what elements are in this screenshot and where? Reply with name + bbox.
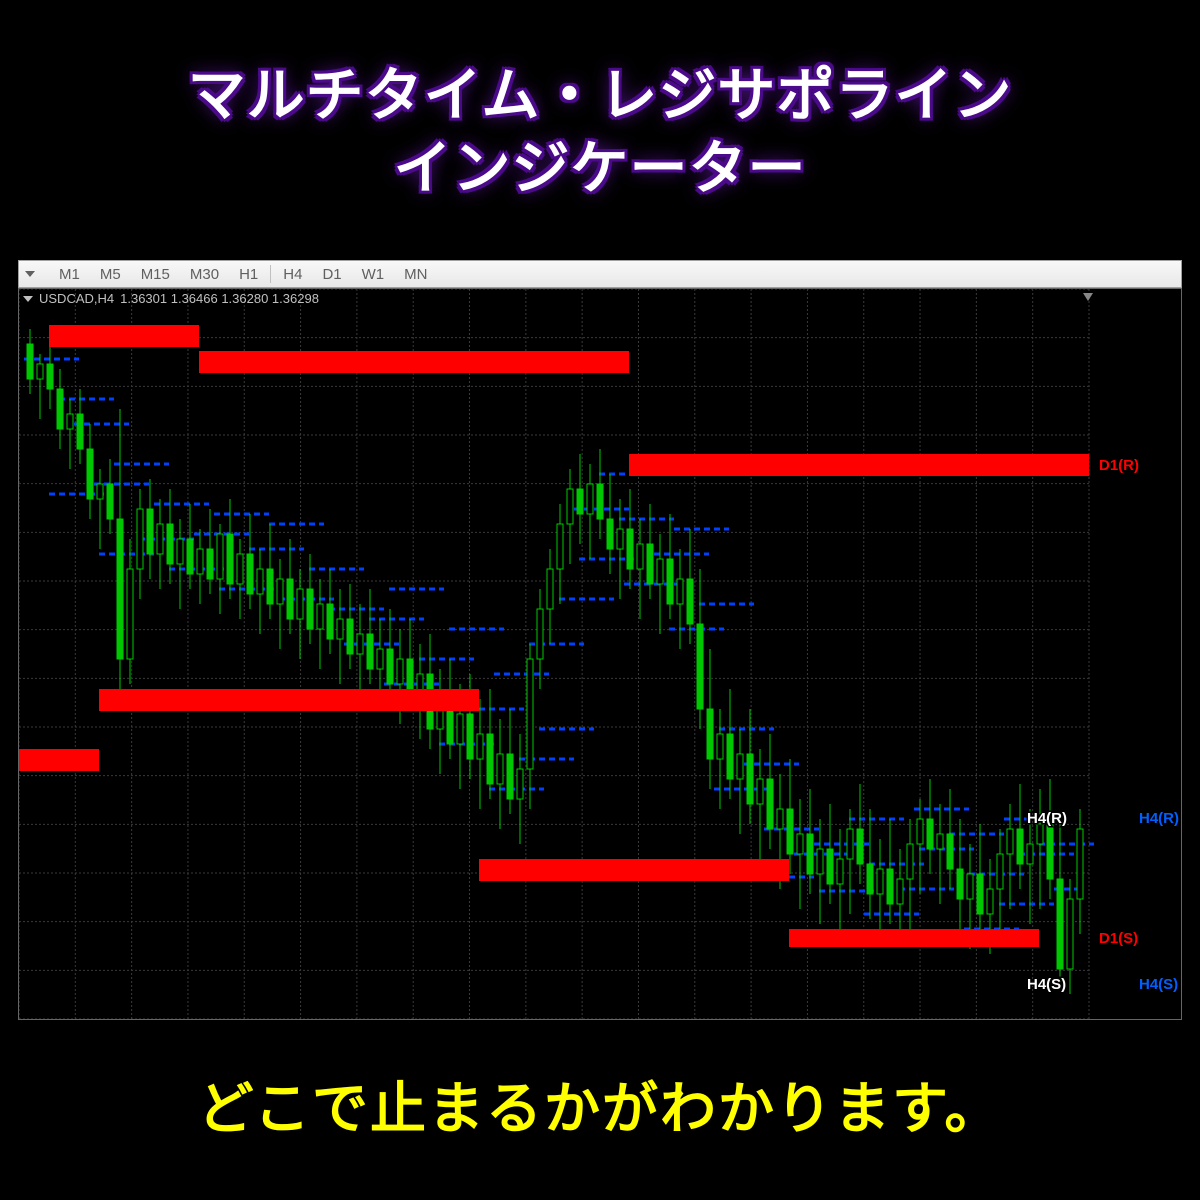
chart-area[interactable]: USDCAD,H4 1.36301 1.36466 1.36280 1.3629… xyxy=(18,288,1182,1020)
zone-label: D1(R) xyxy=(1099,457,1139,474)
timeframe-button-M30[interactable]: M30 xyxy=(180,264,229,285)
timeframe-toolbar: M1M5M15M30H1H4D1W1MN xyxy=(18,260,1182,288)
subtitle-text: どこで止まるかがわかります。 xyxy=(0,1064,1200,1145)
svg-text:H4(S): H4(S) xyxy=(1139,976,1178,993)
title-area: マルチタイム・レジサポライン インジケーター xyxy=(0,0,1200,205)
title-line1: マルチタイム・レジサポライン xyxy=(0,60,1200,133)
chart-header: USDCAD,H4 1.36301 1.36466 1.36280 1.3629… xyxy=(23,291,319,306)
zone-label: D1(S) xyxy=(1099,930,1138,947)
timeframe-button-W1[interactable]: W1 xyxy=(352,264,395,285)
toolbar-separator xyxy=(270,265,271,283)
chart-svg: D1(R)D1(S)H4(R)H4(R)H4(R)H4(S)H4(S)H4(S) xyxy=(19,289,1181,1019)
level-label: H4(R) xyxy=(1027,810,1067,827)
chevron-down-icon[interactable] xyxy=(25,271,35,277)
timeframe-button-H4[interactable]: H4 xyxy=(273,264,312,285)
chart-symbol: USDCAD,H4 xyxy=(39,291,114,306)
subtitle-area: どこで止まるかがわかります。 xyxy=(0,1064,1200,1145)
timeframe-button-M1[interactable]: M1 xyxy=(49,264,90,285)
timeframe-button-MN[interactable]: MN xyxy=(394,264,437,285)
candles xyxy=(27,329,1083,994)
title-line2: インジケーター xyxy=(0,133,1200,206)
grid xyxy=(19,289,1089,1019)
timeframe-button-M5[interactable]: M5 xyxy=(90,264,131,285)
chevron-down-icon[interactable] xyxy=(23,296,33,302)
timeframe-buttons: M1M5M15M30H1H4D1W1MN xyxy=(49,264,437,285)
timeframe-button-H1[interactable]: H1 xyxy=(229,264,268,285)
timeframe-button-D1[interactable]: D1 xyxy=(312,264,351,285)
svg-text:H4(R): H4(R) xyxy=(1139,810,1179,827)
timeframe-button-M15[interactable]: M15 xyxy=(131,264,180,285)
level-label: H4(S) xyxy=(1027,976,1066,993)
chart-panel: M1M5M15M30H1H4D1W1MN USDCAD,H4 1.36301 1… xyxy=(18,260,1182,1020)
red-zones: D1(R) D1(S) xyxy=(19,325,1139,947)
chart-ohlc: 1.36301 1.36466 1.36280 1.36298 xyxy=(120,291,319,306)
